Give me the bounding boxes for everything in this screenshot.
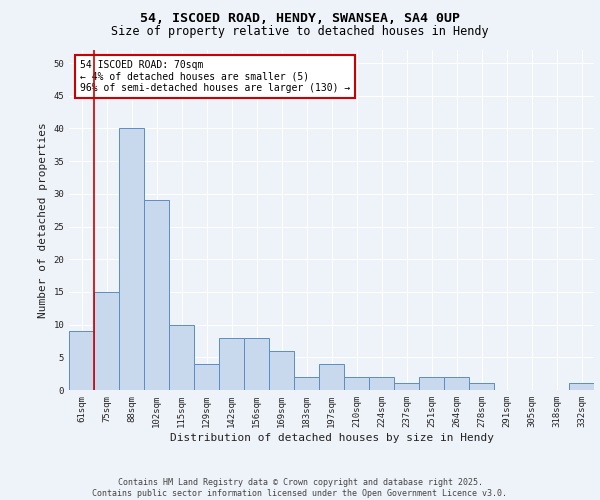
- Bar: [419, 377, 444, 390]
- Bar: [244, 338, 269, 390]
- Bar: [94, 292, 119, 390]
- X-axis label: Distribution of detached houses by size in Hendy: Distribution of detached houses by size …: [170, 432, 493, 442]
- Bar: [69, 331, 94, 390]
- Bar: [369, 377, 394, 390]
- Bar: [294, 377, 319, 390]
- Bar: [219, 338, 244, 390]
- Bar: [269, 351, 294, 390]
- Bar: [319, 364, 344, 390]
- Text: Contains HM Land Registry data © Crown copyright and database right 2025.
Contai: Contains HM Land Registry data © Crown c…: [92, 478, 508, 498]
- Text: 54, ISCOED ROAD, HENDY, SWANSEA, SA4 0UP: 54, ISCOED ROAD, HENDY, SWANSEA, SA4 0UP: [140, 12, 460, 26]
- Text: Size of property relative to detached houses in Hendy: Size of property relative to detached ho…: [111, 25, 489, 38]
- Bar: [344, 377, 369, 390]
- Bar: [119, 128, 144, 390]
- Bar: [444, 377, 469, 390]
- Bar: [194, 364, 219, 390]
- Bar: [469, 384, 494, 390]
- Bar: [169, 324, 194, 390]
- Bar: [569, 384, 594, 390]
- Bar: [394, 384, 419, 390]
- Bar: [144, 200, 169, 390]
- Text: 54 ISCOED ROAD: 70sqm
← 4% of detached houses are smaller (5)
96% of semi-detach: 54 ISCOED ROAD: 70sqm ← 4% of detached h…: [79, 60, 350, 94]
- Y-axis label: Number of detached properties: Number of detached properties: [38, 122, 48, 318]
